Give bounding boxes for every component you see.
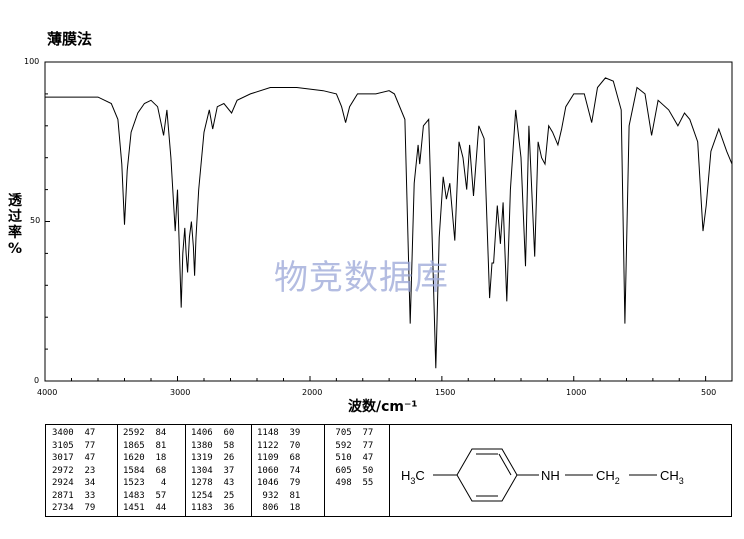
- ch3-sub: 3: [679, 476, 684, 486]
- peak-row: 1122 70: [257, 440, 301, 451]
- peak-row: 1620 18: [123, 453, 167, 463]
- x-tick-label: 500: [701, 388, 717, 397]
- peak-row: 2924 34: [52, 478, 96, 488]
- watermark: 物竞数据库: [274, 258, 449, 298]
- peak-row: 1183 36: [191, 503, 235, 513]
- peak-row: 2734 79: [52, 503, 96, 513]
- h3c-h: H: [401, 468, 410, 483]
- peak-row: 3105 77: [52, 440, 96, 451]
- structure-diagram: H3C NH CH2 CH3: [401, 448, 684, 502]
- peak-row: 1406 60: [191, 428, 235, 438]
- peak-row: 1254 25: [191, 490, 235, 501]
- y-label-char: 率: [8, 225, 22, 241]
- ir-spectrum-chart: [44, 61, 733, 382]
- peak-row: 1304 37: [191, 465, 235, 476]
- peak-row: 510 47: [330, 453, 374, 463]
- peak-row: 605 50: [330, 465, 374, 476]
- axis-ticks: [44, 61, 733, 382]
- y-tick-label: 100: [24, 57, 40, 66]
- peak-row: 1584 68: [123, 465, 167, 476]
- x-tick-label: 3000: [170, 388, 191, 397]
- peak-row: 932 81: [257, 490, 301, 501]
- peak-row: 1865 81: [123, 440, 167, 451]
- peak-table: 3400 47 3105 77 3017 47 2972 23 2924 34 2871 …: [45, 424, 390, 517]
- peak-row: 1319 26: [191, 453, 235, 463]
- peak-row: 2972 23: [52, 465, 96, 476]
- y-label-char: 过: [8, 209, 22, 225]
- peak-row: 498 55: [330, 478, 374, 488]
- h3c-group: H3C: [401, 468, 425, 486]
- y-label-char: %: [7, 241, 23, 257]
- peak-row: 1380 58: [191, 440, 235, 451]
- x-tick-label: 4000: [37, 388, 58, 397]
- x-tick-label: 1500: [435, 388, 456, 397]
- peak-row: 1109 68: [257, 453, 301, 463]
- y-tick-label: 0: [34, 376, 40, 385]
- peak-row: 1046 79: [257, 478, 301, 488]
- peak-row: 1278 43: [191, 478, 235, 488]
- peak-column: [117, 425, 186, 516]
- peak-row: 1060 74: [257, 465, 301, 476]
- peak-row: 2871 33: [52, 490, 96, 501]
- peak-row: 705 77: [330, 428, 374, 438]
- structure-panel: H3C NH CH2 CH3: [389, 424, 732, 517]
- benzene-ring: [456, 448, 518, 502]
- peak-row: 1483 57: [123, 490, 167, 501]
- ch3-text: CH: [660, 468, 679, 483]
- ch2-group: CH2: [596, 468, 620, 486]
- h3c-c: C: [415, 468, 424, 483]
- peak-column: [185, 425, 252, 516]
- ch2-text: CH: [596, 468, 615, 483]
- x-tick-label: 1000: [566, 388, 587, 397]
- peak-row: 1148 39: [257, 428, 301, 438]
- x-axis-label: 波数/cm⁻¹: [348, 399, 418, 415]
- double-bond: [498, 453, 512, 476]
- peak-row: 1451 44: [123, 503, 167, 513]
- peak-row: 3400 47: [52, 428, 96, 438]
- peak-row: 592 77: [330, 440, 374, 451]
- spectrum-line: [45, 77, 733, 369]
- y-label-char: 透: [8, 193, 22, 209]
- peak-row: 806 18: [257, 503, 301, 513]
- x-tick-label: 2000: [302, 388, 323, 397]
- peak-column: [251, 425, 325, 516]
- peak-row: 3017 47: [52, 453, 96, 463]
- peak-row: 1523 4: [123, 478, 167, 488]
- method-title: 薄膜法: [47, 30, 93, 48]
- ch2-sub: 2: [615, 476, 620, 486]
- plot-frame: [44, 61, 733, 382]
- y-tick-label: 50: [30, 216, 41, 225]
- peak-column: [46, 425, 118, 516]
- ch3-group: CH3: [660, 468, 684, 486]
- amine-group: NH: [541, 468, 560, 483]
- h3c-sub: 3: [410, 476, 415, 486]
- y-axis-label: 透 过 率 %: [4, 193, 26, 257]
- peak-row: 2592 84: [123, 428, 167, 438]
